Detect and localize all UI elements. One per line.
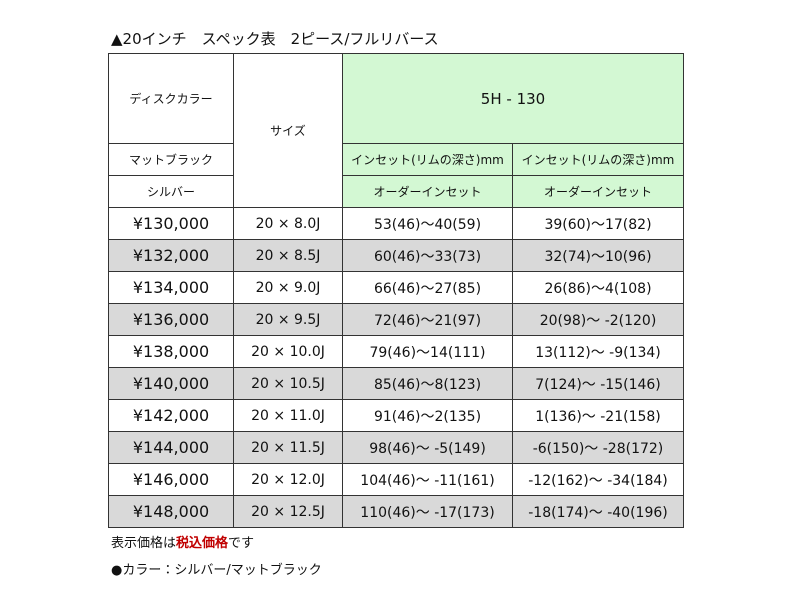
color-note: ●カラー：シルバー/マットブラック [111,563,322,578]
data-cell: 72(46)～21(97) [342,303,513,336]
data-cell: 20 × 12.0J [233,463,343,496]
data-row: ¥134,000 20 × 9.0J 66(46)～27(85) 26(86)～4(1… [108,271,684,304]
data-cell: 20 × 8.5J [233,239,343,272]
data-row: ¥130,000 20 × 8.0J 53(46)～40(59) 39(60)～17(… [108,207,684,240]
header-row: シルバー オーダーインセット オーダーインセット [108,175,684,208]
header-cell: マットブラック [108,143,234,176]
header-cell: インセット(リムの深さ)mm [342,143,513,176]
header-cell: オーダーインセット [342,175,513,208]
data-cell: 85(46)～8(123) [342,367,513,400]
data-cell: 20 × 11.5J [233,431,343,464]
note-emphasis: 税込価格 [176,536,229,551]
data-row: ¥144,000 20 × 11.5J 98(46)～ -5(149) -6(150)… [108,431,684,464]
note-text: 表示価格は [111,536,177,551]
header-cell: 5H - 130 [342,53,684,144]
data-cell: ¥140,000 [108,367,234,400]
data-cell: ¥132,000 [108,239,234,272]
data-cell: 20 × 11.0J [233,399,343,432]
price-note: 表示価格は税込価格です [111,532,254,551]
data-cell: 91(46)～2(135) [342,399,513,432]
data-cell: 79(46)～14(111) [342,335,513,368]
data-row: ¥148,000 20 × 12.5J 110(46)～ -17(173) -18(1… [108,495,684,528]
data-cell: 20(98)～ -2(120) [512,303,684,336]
data-cell: ¥138,000 [108,335,234,368]
data-cell: 20 × 10.0J [233,335,343,368]
data-cell: 98(46)～ -5(149) [342,431,513,464]
header-row: マットブラック インセット(リムの深さ)mm インセット(リムの深さ)mm [108,143,684,176]
data-cell: 20 × 8.0J [233,207,343,240]
data-cell: ¥142,000 [108,399,234,432]
data-cell: 7(124)～ -15(146) [512,367,684,400]
data-cell: ¥148,000 [108,495,234,528]
data-cell: 60(46)～33(73) [342,239,513,272]
data-cell: ¥134,000 [108,271,234,304]
data-cell: -6(150)～ -28(172) [512,431,684,464]
header-cell: サイズ [233,53,343,208]
data-row: ¥140,000 20 × 10.5J 85(46)～8(123) 7(124)～ -… [108,367,684,400]
data-cell: 104(46)～ -11(161) [342,463,513,496]
header-cell: インセット(リムの深さ)mm [512,143,684,176]
data-cell: -12(162)～ -34(184) [512,463,684,496]
data-row: ¥138,000 20 × 10.0J 79(46)～14(111) 13(112)～… [108,335,684,368]
data-cell: 20 × 9.0J [233,271,343,304]
header-row: ディスクカラー サイズ 5H - 130 [108,53,684,208]
data-cell: 1(136)～ -21(158) [512,399,684,432]
data-cell: 53(46)～40(59) [342,207,513,240]
data-cell: 13(112)～ -9(134) [512,335,684,368]
note-text: です [228,536,255,551]
data-cell: 26(86)～4(108) [512,271,684,304]
header-cell: シルバー [108,175,234,208]
data-cell: 39(60)～17(82) [512,207,684,240]
data-cell: ¥136,000 [108,303,234,336]
data-cell: 20 × 12.5J [233,495,343,528]
table-body: ディスクカラー サイズ 5H - 130 マットブラック インセット(リムの深さ… [108,53,684,528]
data-cell: 110(46)～ -17(173) [342,495,513,528]
data-cell: -18(174)～ -40(196) [512,495,684,528]
data-cell: 20 × 9.5J [233,303,343,336]
data-cell: 20 × 10.5J [233,367,343,400]
data-cell: 32(74)～10(96) [512,239,684,272]
header-cell: オーダーインセット [512,175,684,208]
data-row: ¥142,000 20 × 11.0J 91(46)～2(135) 1(136)～ -… [108,399,684,432]
data-row: ¥132,000 20 × 8.5J 60(46)～33(73) 32(74)～10(… [108,239,684,272]
data-cell: ¥146,000 [108,463,234,496]
header-cell: ディスクカラー [108,53,234,144]
data-row: ¥136,000 20 × 9.5J 72(46)～21(97) 20(98)～ -2… [108,303,684,336]
data-row: ¥146,000 20 × 12.0J 104(46)～ -11(161) -12(1… [108,463,684,496]
data-cell: ¥130,000 [108,207,234,240]
spec-table: ディスクカラー サイズ 5H - 130 マットブラック インセット(リムの深さ… [108,53,684,528]
data-cell: 66(46)～27(85) [342,271,513,304]
data-cell: ¥144,000 [108,431,234,464]
page-title: ▲20インチ スペック表 2ピース/フルリバース [111,30,439,48]
